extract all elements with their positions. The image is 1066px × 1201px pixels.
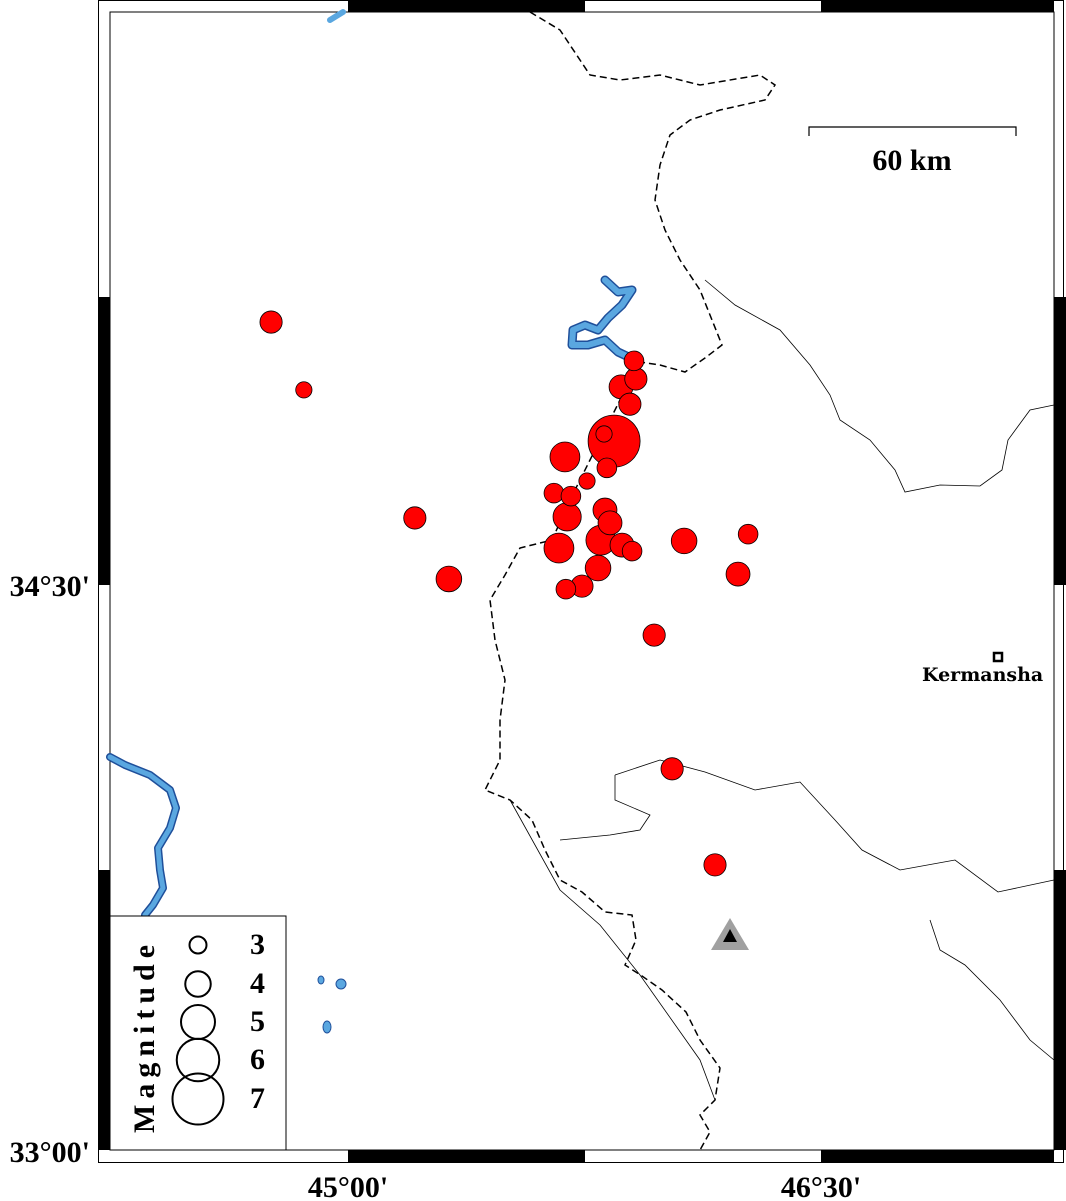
province-boundary [559,775,651,841]
city-marker: Kermansha [922,651,1043,686]
frame-tick-bar [348,1150,585,1162]
earthquake-event [725,561,751,587]
frame-tick-bar [98,870,110,1150]
legend-circle [188,935,208,955]
earthquake-event [543,482,565,504]
earthquake-event [552,502,582,532]
legend-label: 4 [250,967,265,1000]
river-fill [107,754,179,918]
earthquake-event [624,367,648,391]
legend-label: 3 [250,928,265,961]
earthquake-event [549,441,581,473]
earthquake-event [555,578,577,600]
small-lake [335,978,347,990]
legend-circle [175,1037,221,1083]
x-tick-label: 45°00' [308,1171,388,1201]
earthquake-event [596,457,618,479]
earthquake-event [670,527,698,555]
earthquake-event [584,554,612,582]
legend-label: 7 [250,1082,265,1115]
small-lake [322,1020,332,1034]
earthquake-event [703,853,727,877]
city-label: Kermansha [922,664,1043,686]
earthquake-event [737,523,759,545]
province-boundary [614,759,1055,893]
y-tick-label: 34°30' [10,570,90,603]
legend-box [109,915,287,1151]
earthquake-event [560,485,582,507]
legend-circle [171,1072,225,1126]
frame-tick-bar [1054,870,1066,1150]
legend-label: 6 [250,1043,265,1076]
earthquake-event [618,392,642,416]
earthquake-event [642,623,666,647]
river-top [327,9,346,23]
legend-circle [184,970,212,998]
frame-tick-bar [821,0,1054,12]
earthquake-event [543,532,575,564]
earthquake-event [597,510,623,536]
earthquake-event [578,472,596,490]
station-marker [711,918,749,950]
earthquake-event [295,381,313,399]
water-bodies [106,9,640,1034]
scale-bar-label: 60 km [872,144,951,177]
scale-bar-line [808,126,1017,136]
legend: Magnitude 3 4 5 6 7 [109,915,287,1151]
frame-tick-bar [821,1150,1054,1162]
province-boundary [704,279,1055,493]
frame-tick-bar [348,0,585,12]
earthquake-event [660,757,684,781]
frame-tick-bar [98,297,110,585]
earthquake-event [621,540,643,562]
province-boundary [929,919,1055,1061]
legend-label: 5 [250,1005,265,1038]
earthquake-event [403,506,427,530]
axis-labels: 45°00' 46°30' 34°30' 33°00' [10,570,862,1201]
station-inner-triangle-icon [723,929,737,942]
y-tick-label: 33°00' [10,1136,90,1169]
earthquake-event [435,565,463,593]
legend-title: Magnitude [128,939,161,1133]
x-tick-label: 46°30' [781,1171,861,1201]
earthquake-event [259,310,283,334]
lake-fill [569,277,638,363]
earthquake-event [587,414,641,468]
frame-tick-bar [1054,297,1066,585]
province-boundary [509,799,716,1101]
city-square-icon [992,651,1004,663]
scale-bar: 60 km [808,126,1017,177]
earthquake-event [595,425,613,443]
earthquake-events [259,310,759,877]
earthquake-event [623,350,645,372]
small-lake [317,975,325,985]
